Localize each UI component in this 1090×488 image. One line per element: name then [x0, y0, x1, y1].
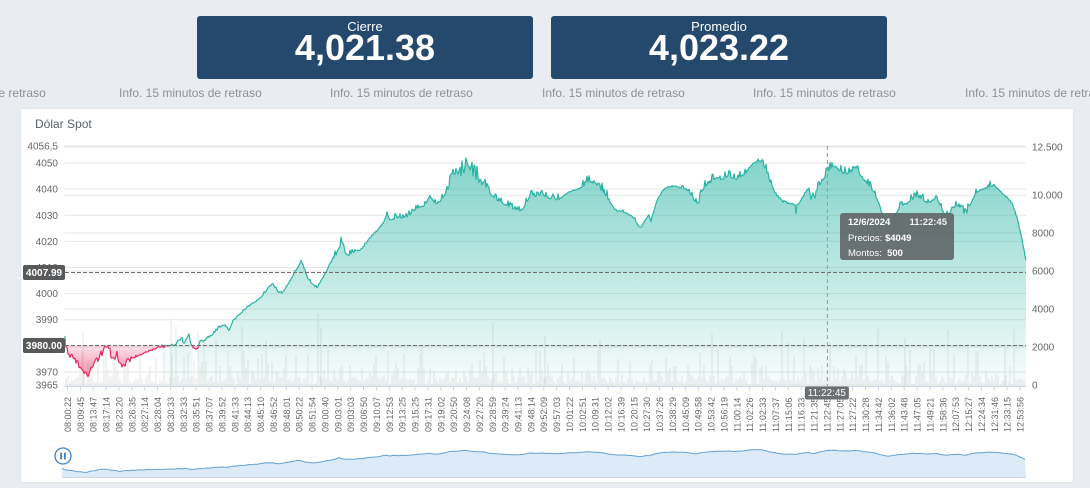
svg-text:11:27:22: 11:27:22: [848, 398, 858, 432]
svg-text:12:24:34: 12:24:34: [977, 397, 987, 432]
svg-text:11:49:21: 11:49:21: [925, 398, 935, 432]
svg-text:11:15:06: 11:15:06: [784, 398, 794, 432]
svg-text:08:26:35: 08:26:35: [127, 397, 137, 432]
svg-text:08:45:10: 08:45:10: [256, 397, 266, 432]
svg-text:08:09:45: 08:09:45: [76, 397, 86, 432]
svg-text:08:17:14: 08:17:14: [102, 397, 112, 432]
svg-text:09:39:24: 09:39:24: [501, 397, 511, 432]
svg-text:11:34:42: 11:34:42: [874, 398, 884, 432]
svg-text:08:51:54: 08:51:54: [308, 397, 318, 432]
svg-text:11:21:35: 11:21:35: [810, 398, 820, 432]
svg-text:4000: 4000: [36, 289, 59, 300]
svg-text:11:07:37: 11:07:37: [771, 398, 781, 432]
svg-text:10:37:26: 10:37:26: [655, 397, 665, 432]
svg-text:3990: 3990: [36, 315, 59, 326]
svg-text:08:13:47: 08:13:47: [89, 397, 99, 432]
svg-text:09:06:50: 09:06:50: [359, 397, 369, 432]
svg-text:08:39:52: 08:39:52: [218, 397, 228, 432]
svg-text:4020: 4020: [36, 237, 59, 248]
svg-text:4007.99: 4007.99: [26, 268, 63, 279]
svg-text:08:44:13: 08:44:13: [243, 397, 253, 432]
svg-text:6000: 6000: [1032, 267, 1055, 278]
svg-text:08:35:51: 08:35:51: [192, 397, 202, 432]
svg-text:4000: 4000: [1032, 305, 1055, 316]
svg-text:09:41:13: 09:41:13: [514, 397, 524, 432]
svg-text:09:15:25: 09:15:25: [411, 397, 421, 432]
svg-text:12.500: 12.500: [1032, 143, 1063, 154]
svg-text:3965: 3965: [36, 381, 59, 392]
svg-text:08:32:33: 08:32:33: [179, 397, 189, 432]
svg-text:09:48:14: 09:48:14: [526, 397, 536, 432]
svg-text:10:20:15: 10:20:15: [629, 397, 639, 432]
svg-text:3970: 3970: [36, 368, 59, 379]
svg-text:11:36:02: 11:36:02: [887, 398, 897, 432]
svg-text:10:02:51: 10:02:51: [578, 397, 588, 432]
svg-text:09:03:01: 09:03:01: [333, 397, 343, 432]
svg-text:09:10:07: 09:10:07: [372, 397, 382, 432]
svg-text:4030: 4030: [36, 211, 59, 222]
svg-text:08:37:07: 08:37:07: [205, 397, 215, 432]
svg-text:12:33:15: 12:33:15: [1003, 397, 1013, 432]
svg-text:09:13:25: 09:13:25: [398, 397, 408, 432]
svg-text:10:01:22: 10:01:22: [565, 397, 575, 432]
svg-text:10.000: 10.000: [1032, 191, 1063, 202]
svg-text:10:53:42: 10:53:42: [707, 397, 717, 432]
svg-text:11:22:45: 11:22:45: [808, 388, 847, 399]
svg-text:11:43:48: 11:43:48: [900, 398, 910, 432]
svg-text:10:16:39: 10:16:39: [617, 397, 627, 432]
svg-text:09:19:02: 09:19:02: [436, 397, 446, 432]
svg-text:11:27:05: 11:27:05: [835, 398, 845, 432]
svg-text:10:09:31: 10:09:31: [591, 397, 601, 432]
svg-text:09:24:08: 09:24:08: [462, 397, 472, 432]
svg-text:11:22:45: 11:22:45: [822, 398, 832, 432]
svg-text:10:49:58: 10:49:58: [694, 397, 704, 432]
svg-text:11:02:26: 11:02:26: [745, 398, 755, 432]
svg-text:11:58:36: 11:58:36: [938, 398, 948, 432]
svg-text:4056,5: 4056,5: [27, 142, 58, 153]
svg-text:08:28:04: 08:28:04: [153, 397, 163, 432]
svg-text:12:53:56: 12:53:56: [1016, 397, 1026, 432]
svg-text:12:07:53: 12:07:53: [951, 397, 961, 432]
svg-text:09:17:31: 09:17:31: [423, 397, 433, 432]
svg-text:0: 0: [1032, 381, 1038, 392]
svg-text:09:52:09: 09:52:09: [539, 397, 549, 432]
svg-text:4050: 4050: [36, 159, 59, 170]
svg-text:11:47:05: 11:47:05: [913, 398, 923, 432]
svg-text:09:00:40: 09:00:40: [320, 397, 330, 432]
svg-text:08:41:33: 08:41:33: [230, 397, 240, 432]
svg-text:10:12:02: 10:12:02: [604, 397, 614, 432]
svg-text:10:56:19: 10:56:19: [720, 397, 730, 432]
svg-text:08:27:14: 08:27:14: [140, 397, 150, 432]
svg-text:08:46:52: 08:46:52: [269, 397, 279, 432]
svg-text:11:30:28: 11:30:28: [861, 398, 871, 432]
svg-text:2000: 2000: [1032, 343, 1055, 354]
svg-text:09:20:50: 09:20:50: [449, 397, 459, 432]
svg-text:11:00:14: 11:00:14: [732, 398, 742, 432]
svg-text:08:23:20: 08:23:20: [115, 397, 125, 432]
svg-text:4040: 4040: [36, 185, 59, 196]
svg-text:11:16:33: 11:16:33: [797, 398, 807, 432]
svg-text:12:31:46: 12:31:46: [990, 397, 1000, 432]
svg-text:10:38:29: 10:38:29: [668, 397, 678, 432]
svg-text:3980.00: 3980.00: [26, 341, 63, 352]
svg-text:11:02:33: 11:02:33: [758, 398, 768, 432]
svg-text:10:27:30: 10:27:30: [642, 397, 652, 432]
svg-text:09:27:20: 09:27:20: [475, 397, 485, 432]
svg-text:09:03:03: 09:03:03: [346, 397, 356, 432]
svg-text:10:45:09: 10:45:09: [681, 397, 691, 432]
svg-text:08:50:22: 08:50:22: [295, 397, 305, 432]
svg-text:8000: 8000: [1032, 229, 1055, 240]
svg-text:09:57:03: 09:57:03: [552, 397, 562, 432]
svg-text:08:30:33: 08:30:33: [166, 397, 176, 432]
svg-text:08:00:22: 08:00:22: [63, 397, 73, 432]
svg-text:08:48:01: 08:48:01: [282, 397, 292, 432]
svg-text:09:12:53: 09:12:53: [385, 397, 395, 432]
svg-text:12:15:27: 12:15:27: [964, 397, 974, 432]
svg-text:09:28:59: 09:28:59: [488, 397, 498, 432]
